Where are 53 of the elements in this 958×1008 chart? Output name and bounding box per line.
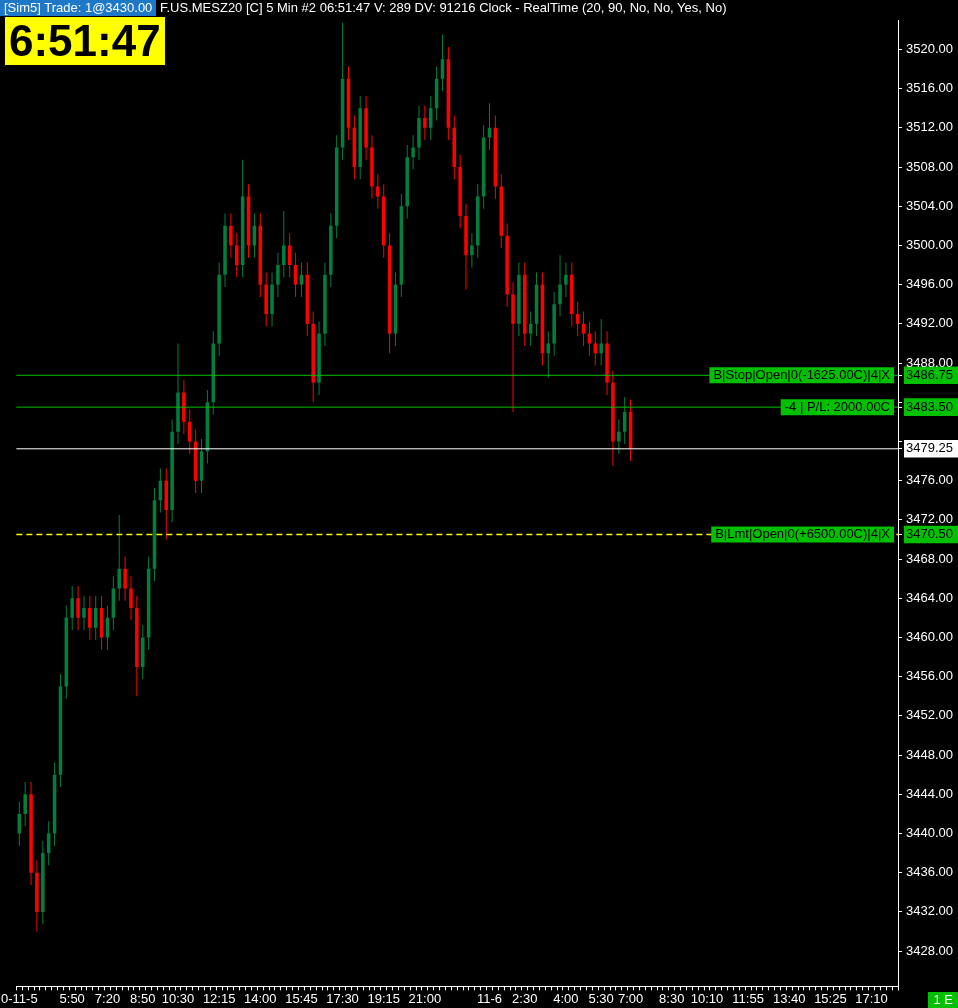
x-tick-label: 15:45	[285, 990, 318, 1006]
y-tick-label: 3440.00	[906, 825, 953, 841]
y-tick-label: 3512.00	[906, 119, 953, 135]
chart-title: F.US.MESZ20 [C] 5 Min #2 06:51:47 V: 289 DV: 91216 Clock - RealTime (20, 90, No, No, Yes, No)	[160, 0, 727, 16]
x-tick-label: 0-11-5	[0, 990, 38, 1006]
ref-line-label: B|Lmt|Open|0(+6500.00C)|4|X	[715, 526, 891, 542]
x-tick-label: 10:30	[161, 990, 195, 1006]
annotation: -4 | P/L: 2000.00C	[784, 398, 890, 414]
x-tick-label: 13:40	[772, 990, 806, 1006]
y-tick-label: 3492.00	[906, 315, 953, 331]
x-tick-label: 17:10	[855, 990, 888, 1006]
y-tick-label: 3460.00	[906, 629, 953, 645]
y-tick-label: 3428.00	[906, 942, 953, 958]
x-tick-label: 19:15	[367, 990, 400, 1006]
y-tick-label: 3436.00	[906, 864, 953, 880]
x-tick-label: 7:20	[94, 990, 121, 1006]
y-tick-label: 3444.00	[906, 785, 953, 801]
x-tick-label: 21:00	[408, 990, 442, 1006]
annotation: 6:51:47	[5, 16, 165, 65]
text: 1 E	[928, 992, 958, 1008]
y-tick-label: 3464.00	[906, 589, 953, 605]
y-tick-label: 3500.00	[906, 237, 953, 253]
chart-subtitle: [Sim5] Trade: 1@3430.00	[0, 0, 157, 16]
ref-line-label: B|Stop|Open|0(-1625.00C)|4|X	[713, 366, 891, 382]
x-tick-label: 7:00	[617, 990, 644, 1006]
y-tick-label: 3483.50	[906, 398, 953, 414]
x-tick-label: 2:30	[512, 990, 538, 1006]
x-tick-label: 14:00	[244, 990, 277, 1006]
x-tick-label: 5:50	[59, 990, 85, 1006]
x-tick-label: 11:55	[732, 990, 764, 1006]
y-tick-label: 3452.00	[906, 707, 953, 723]
y-tick-label: 3472.00	[906, 511, 953, 527]
y-tick-label: 3476.00	[906, 472, 953, 488]
x-tick-label: 8:50	[130, 990, 156, 1006]
x-tick-label: 15:25	[814, 990, 847, 1006]
x-tick-label: 12:15	[202, 990, 236, 1006]
y-tick-label: 3456.00	[906, 668, 953, 684]
y-tick-label: 3504.00	[906, 197, 953, 213]
y-tick-label: 3520.00	[906, 40, 953, 56]
y-tick-label: 3479.25	[906, 440, 953, 456]
y-tick-label: 3516.00	[906, 80, 953, 96]
x-tick-label: 11-6	[476, 990, 503, 1006]
y-tick-label: 3508.00	[906, 158, 953, 174]
y-tick-label: 3448.00	[906, 746, 953, 762]
x-tick-label: 8:30	[659, 990, 685, 1006]
x-tick-label: 5:30	[588, 990, 614, 1006]
x-tick-label: 10:10	[690, 990, 724, 1006]
x-tick-label: 17:30	[326, 990, 359, 1006]
y-tick-label: 3468.00	[906, 550, 953, 566]
y-tick-label: 3496.00	[906, 276, 953, 292]
x-tick-label: 4:00	[553, 990, 579, 1006]
y-tick-label: 3432.00	[906, 903, 953, 919]
y-tick-label: 3470.50	[906, 526, 953, 542]
